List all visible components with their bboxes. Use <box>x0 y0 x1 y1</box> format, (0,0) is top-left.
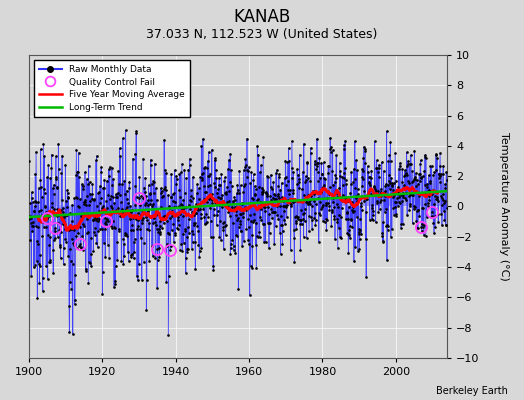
Text: Berkeley Earth: Berkeley Earth <box>436 386 508 396</box>
Text: KANAB: KANAB <box>233 8 291 26</box>
Legend: Raw Monthly Data, Quality Control Fail, Five Year Moving Average, Long-Term Tren: Raw Monthly Data, Quality Control Fail, … <box>34 60 190 117</box>
Y-axis label: Temperature Anomaly (°C): Temperature Anomaly (°C) <box>499 132 509 281</box>
Text: 37.033 N, 112.523 W (United States): 37.033 N, 112.523 W (United States) <box>146 28 378 41</box>
